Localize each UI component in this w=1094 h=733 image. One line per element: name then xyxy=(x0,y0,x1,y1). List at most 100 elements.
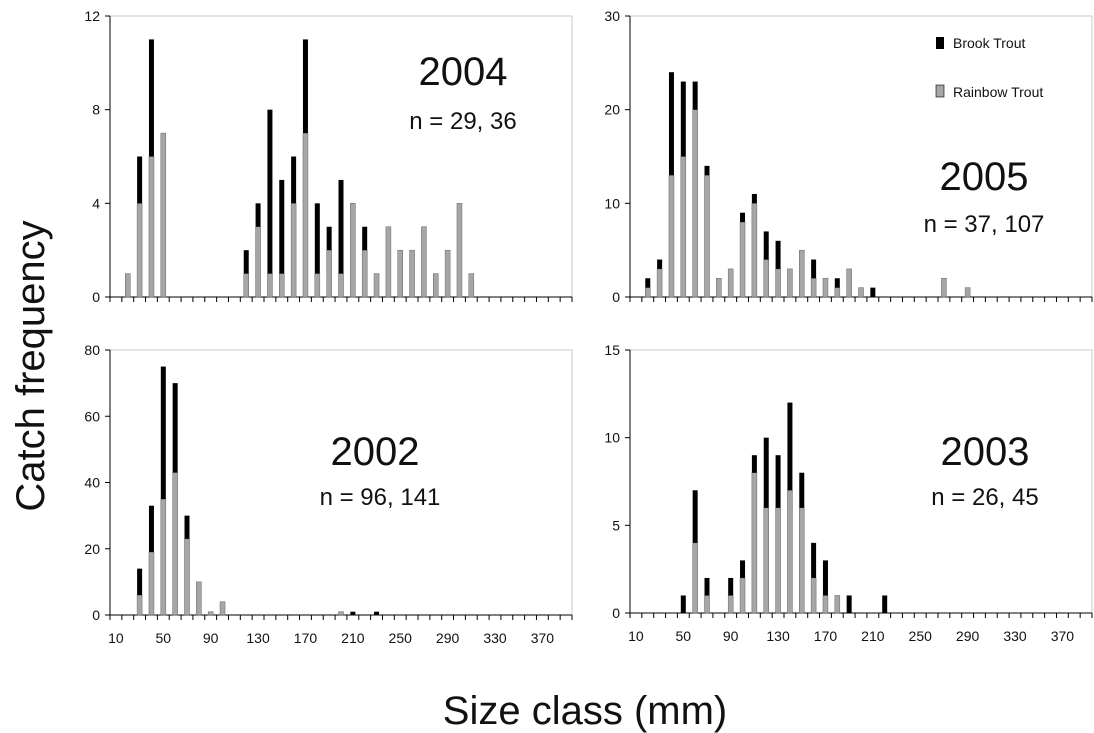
bar-rainbow-trout xyxy=(692,109,698,298)
bar-rainbow-trout xyxy=(184,538,190,616)
bar-brook-trout xyxy=(338,179,344,274)
bar-brook-trout xyxy=(137,568,143,596)
bar-brook-trout xyxy=(799,472,805,508)
bar-rainbow-trout xyxy=(302,132,309,298)
y-tick-label: 15 xyxy=(604,342,620,358)
bar-rainbow-trout xyxy=(739,577,746,614)
bar-brook-trout xyxy=(740,560,746,578)
bar-rainbow-trout xyxy=(787,268,793,298)
x-tick-label: 90 xyxy=(203,630,219,646)
y-tick-label: 0 xyxy=(92,289,100,305)
bar-rainbow-trout xyxy=(645,287,651,298)
bar-rainbow-trout xyxy=(243,273,249,298)
bar-rainbow-trout xyxy=(433,273,439,298)
bar-brook-trout xyxy=(148,505,154,553)
bar-rainbow-trout xyxy=(160,498,167,616)
bar-rainbow-trout xyxy=(148,551,155,616)
legend: Brook Trout Rainbow Trout xyxy=(935,35,1043,100)
bar-rainbow-trout xyxy=(136,203,143,298)
bar-brook-trout xyxy=(763,437,769,508)
bar-rainbow-trout xyxy=(810,577,817,614)
y-tick-label: 80 xyxy=(84,342,100,358)
bar-rainbow-trout xyxy=(267,273,273,298)
bar-rainbow-trout xyxy=(373,273,380,298)
bar-rainbow-trout xyxy=(421,226,427,298)
bar-brook-trout xyxy=(657,259,663,269)
panel-2003: 0 5 10 15 10 50 90 130 170 210 250 290 330 370 2003 n =… xyxy=(604,342,1093,644)
bar-rainbow-trout xyxy=(290,203,297,298)
x-tick-label: 50 xyxy=(676,628,692,644)
bar-brook-trout xyxy=(160,366,166,500)
bar-brook-trout xyxy=(302,39,308,134)
sample-size-label: n = 26, 45 xyxy=(931,484,1038,511)
bar-brook-trout xyxy=(668,72,674,176)
x-tick-label: 10 xyxy=(108,630,124,646)
y-tick-label: 5 xyxy=(612,517,620,533)
year-label: 2003 xyxy=(941,430,1030,474)
bar-rainbow-trout xyxy=(964,287,971,298)
bar-rainbow-trout xyxy=(397,249,403,298)
bar-rainbow-trout xyxy=(799,507,805,614)
bar-rainbow-trout xyxy=(385,226,392,298)
y-axis-title: Catch frequency xyxy=(9,220,53,511)
legend-label-brook: Brook Trout xyxy=(953,35,1025,51)
bar-brook-trout xyxy=(834,278,840,288)
y-tick-label: 30 xyxy=(604,8,620,24)
bar-brook-trout xyxy=(255,203,261,227)
bar-brook-trout xyxy=(822,560,828,596)
x-tick-label: 250 xyxy=(909,628,933,644)
bar-brook-trout xyxy=(362,226,368,251)
bar-rainbow-trout xyxy=(444,249,451,298)
y-tick-label: 10 xyxy=(604,195,620,211)
bar-rainbow-trout xyxy=(787,490,793,614)
bar-brook-trout xyxy=(267,109,273,274)
bar-brook-trout xyxy=(728,577,734,596)
bar-rainbow-trout xyxy=(716,278,722,298)
year-label: 2005 xyxy=(940,155,1029,199)
y-tick-label: 12 xyxy=(84,8,100,24)
y-tick-label: 0 xyxy=(92,607,100,623)
legend-swatch-brook xyxy=(936,37,944,49)
x-tick-label: 130 xyxy=(246,630,270,646)
bar-brook-trout xyxy=(184,515,190,539)
bar-rainbow-trout xyxy=(680,156,687,298)
y-tick-label: 0 xyxy=(612,605,620,621)
bar-brook-trout xyxy=(692,81,698,110)
y-tick-label: 20 xyxy=(604,102,620,118)
bar-rainbow-trout xyxy=(727,595,734,614)
bar-rainbow-trout xyxy=(326,249,332,298)
bar-brook-trout xyxy=(704,165,710,176)
bar-brook-trout xyxy=(680,81,686,157)
x-tick-label: 290 xyxy=(436,630,460,646)
bar-brook-trout xyxy=(374,611,380,615)
x-tick-label: 210 xyxy=(341,630,365,646)
bar-rainbow-trout xyxy=(846,268,852,298)
bar-brook-trout xyxy=(870,287,876,297)
bar-rainbow-trout xyxy=(668,174,675,298)
bar-rainbow-trout xyxy=(314,273,321,298)
bar-brook-trout xyxy=(350,611,356,615)
x-tick-label: 90 xyxy=(723,628,739,644)
bar-brook-trout xyxy=(751,455,757,473)
bar-rainbow-trout xyxy=(810,278,817,298)
plot-area xyxy=(109,349,573,616)
legend-swatch-rainbow xyxy=(935,84,945,98)
bar-rainbow-trout xyxy=(255,226,261,298)
x-tick-label: 10 xyxy=(628,628,644,644)
bar-rainbow-trout xyxy=(361,249,368,298)
bar-brook-trout xyxy=(811,542,817,578)
bar-rainbow-trout xyxy=(941,278,947,298)
bar-brook-trout xyxy=(243,250,249,274)
bar-rainbow-trout xyxy=(338,273,344,298)
y-tick-label: 8 xyxy=(92,102,100,118)
panel-2004: 0 4 8 12 2004 n = 29, 36 xyxy=(84,8,573,305)
year-label: 2004 xyxy=(419,50,508,94)
bar-brook-trout xyxy=(882,595,888,613)
bar-brook-trout xyxy=(775,455,781,508)
sample-size-label: n = 29, 36 xyxy=(409,108,516,135)
bar-rainbow-trout xyxy=(207,611,214,616)
x-tick-label: 330 xyxy=(483,630,507,646)
bar-rainbow-trout xyxy=(350,203,356,298)
bar-rainbow-trout xyxy=(409,249,415,298)
